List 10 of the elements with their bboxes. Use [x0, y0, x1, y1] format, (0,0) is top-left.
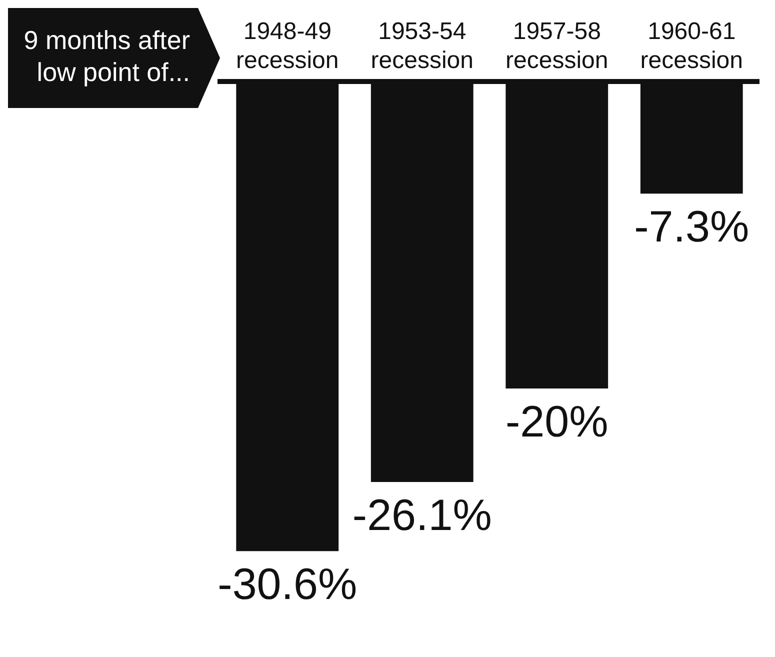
x-tick-label: 1953-54 recession — [370, 18, 474, 74]
x-tick-label: 1957-58 recession — [506, 18, 608, 74]
x-axis-title: 9 months after low point of... — [22, 24, 191, 88]
data-label: -20% — [506, 398, 608, 447]
data-label: -30.6% — [218, 560, 358, 610]
data-label: -7.3% — [634, 202, 750, 252]
arrow-tag: 9 months after low point of... — [8, 8, 220, 108]
x-tick-label: 1960-61 recession — [640, 18, 743, 74]
data-label: -26.1% — [352, 491, 492, 540]
x-tick-label: 1948-49 recession — [236, 18, 339, 74]
